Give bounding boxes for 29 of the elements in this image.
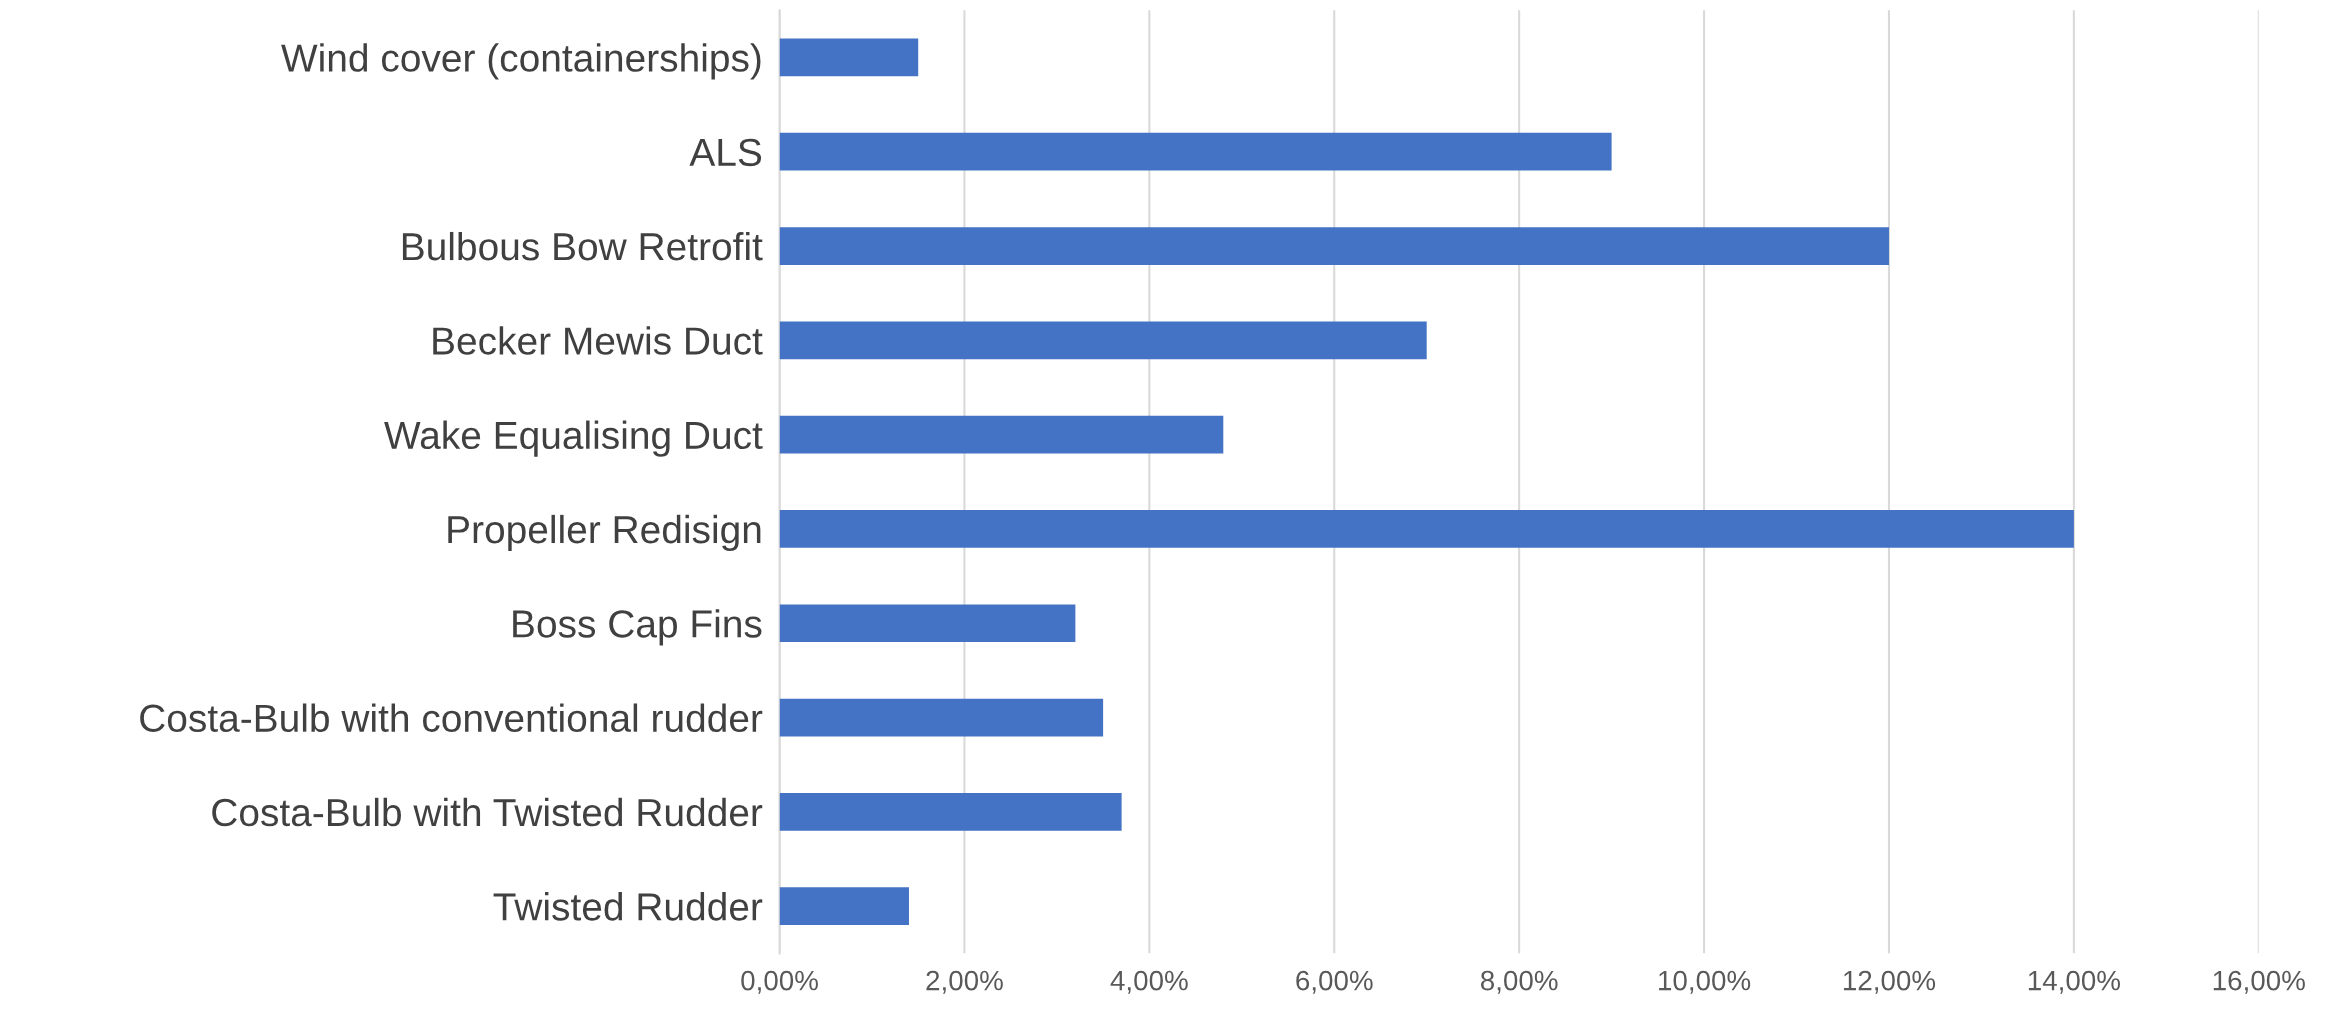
bar (779, 38, 919, 77)
y-tick-label: Wind cover (containerships) (281, 43, 761, 80)
x-tick-label: 14,00% (2028, 970, 2120, 994)
bar (779, 793, 1122, 831)
x-tick-label: 6,00% (1296, 970, 1373, 994)
y-tick-label: Becker Mewis Duct (433, 326, 763, 355)
x-tick-label: 4,00% (1110, 970, 1188, 994)
y-tick-label: Bulbous Bow Retrofit (402, 231, 763, 261)
x-tick-label: 8,00% (1480, 970, 1558, 994)
bar (779, 415, 1224, 454)
x-tick-label: 0,00% (741, 970, 818, 994)
bar (779, 321, 1427, 360)
bar (779, 887, 909, 926)
x-tick-label: 10,00% (1659, 970, 1751, 994)
bar (779, 698, 1104, 737)
y-tick-label: Costa-Bulb with conventional rudder (140, 703, 763, 733)
y-tick-label: Wake Equalising Duct (384, 420, 763, 457)
x-tick-label: 12,00% (1843, 970, 1936, 994)
bar (779, 604, 1076, 643)
bar (779, 227, 1889, 265)
bar (779, 132, 1612, 171)
x-tick-label: 2,00% (926, 970, 1003, 994)
y-tick-label: Costa-Bulb with Twisted Rudder (212, 797, 763, 827)
bar (779, 510, 2074, 548)
y-tick-label: Twisted Rudder (493, 892, 763, 921)
y-tick-label: ALS (689, 138, 762, 167)
y-tick-label: Boss Cap Fins (513, 609, 762, 646)
y-tick-label: Propeller Redisign (448, 514, 761, 552)
x-tick-label: 16,00% (2213, 970, 2305, 994)
